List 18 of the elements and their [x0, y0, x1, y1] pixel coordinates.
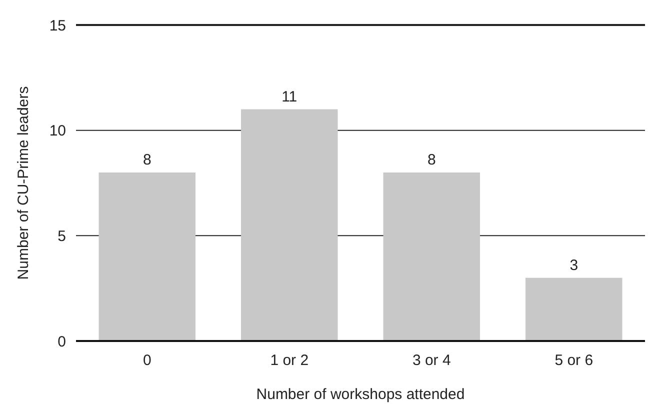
x-tick-label: 3 or 4	[412, 352, 451, 369]
x-tick-label: 1 or 2	[270, 352, 309, 369]
bar	[526, 278, 622, 341]
data-label: 8	[427, 151, 436, 168]
data-label: 3	[570, 256, 578, 274]
data-label: 11	[282, 88, 298, 106]
bar	[383, 172, 480, 341]
y-tick-label: 5	[58, 228, 66, 245]
bar	[98, 172, 196, 341]
y-tick-label: 15	[49, 17, 66, 34]
y-axis-title: Number of CU-Prime leaders	[15, 86, 32, 280]
x-axis-title: Number of workshops attended	[256, 386, 465, 403]
data-label: 8	[142, 151, 152, 168]
bar	[241, 109, 338, 341]
x-tick-label: 5 or 6	[554, 352, 594, 369]
y-tick-label: 0	[58, 333, 66, 350]
y-tick-label: 10	[49, 122, 66, 140]
x-tick-label: 0	[142, 352, 152, 369]
